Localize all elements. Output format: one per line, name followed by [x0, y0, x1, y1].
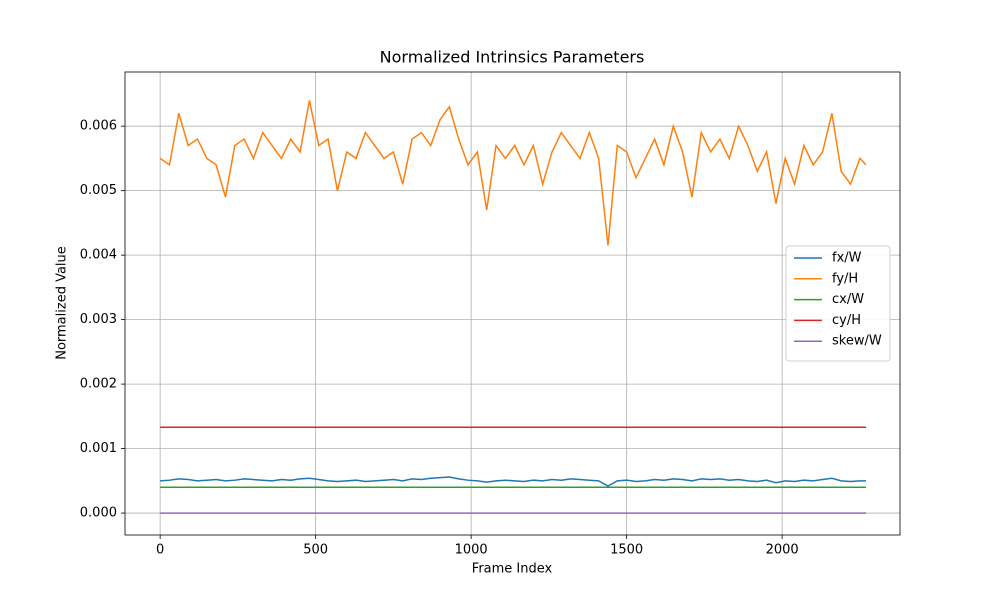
legend-box [785, 245, 891, 362]
y-tick-label: 0.004 [80, 248, 117, 263]
legend-label: fx/W [832, 251, 862, 266]
x-tick-label: 1000 [455, 543, 488, 558]
chart-title: Normalized Intrinsics Parameters [380, 48, 645, 67]
x-tick-label: 2000 [766, 543, 799, 558]
y-tick-label: 0.002 [80, 377, 117, 392]
series-line [159, 100, 867, 246]
legend-label: fy/H [832, 271, 858, 286]
legend-label: cy/H [832, 313, 861, 328]
x-tick-label: 500 [303, 543, 328, 558]
y-axis-label: Normalized Value [55, 246, 70, 360]
x-tick-label: 0 [156, 543, 164, 558]
legend-label: cx/W [832, 292, 864, 307]
x-tick-label: 1500 [610, 543, 643, 558]
y-tick-label: 0.003 [80, 312, 117, 327]
legend-label: skew/W [832, 334, 882, 349]
x-axis-label: Frame Index [472, 562, 553, 577]
plot-frame [124, 71, 901, 536]
series-line [160, 476, 867, 487]
y-tick-label: 0.006 [80, 119, 117, 134]
y-tick-label: 0.005 [80, 183, 117, 198]
y-tick-label: 0.001 [80, 441, 117, 456]
y-tick-label: 0.000 [80, 506, 117, 521]
